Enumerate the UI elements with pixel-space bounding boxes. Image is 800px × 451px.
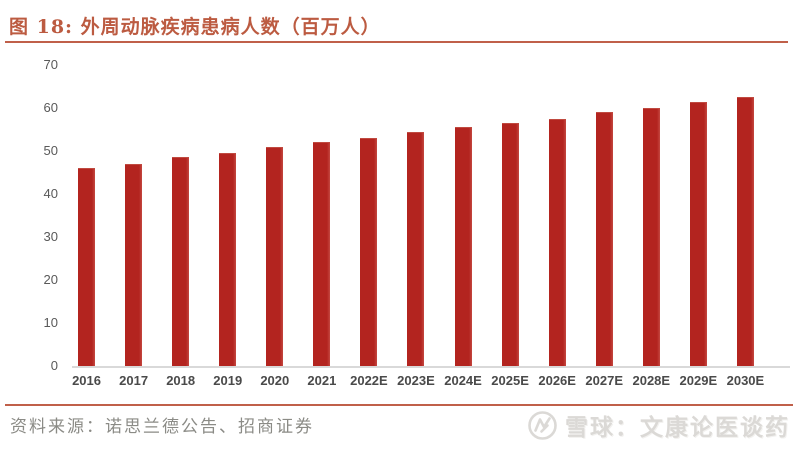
x-tick-label: 2018: [166, 373, 196, 388]
x-tick-label: 2028E: [632, 373, 671, 388]
bar-2029E: [689, 101, 707, 366]
bar-slot: [110, 65, 157, 366]
x-tick-label: 2024E: [444, 373, 482, 388]
y-tick-label: 20: [43, 272, 58, 287]
y-tick-label: 0: [50, 358, 58, 373]
bar-2023E: [407, 131, 425, 366]
footer-divider: [5, 404, 793, 406]
watermark-text: 雪球：文康论医谈药: [565, 414, 790, 441]
x-axis: 2016 2017 2018 2019 2020 2021 2022E 2023E 2024E 2…: [63, 373, 769, 388]
bar-2030E: [736, 97, 754, 366]
bar-2020: [266, 146, 284, 366]
watermark: 雪球：文康论医谈药: [527, 408, 790, 442]
bar-2025E: [501, 123, 519, 366]
y-tick-label: 50: [43, 143, 58, 158]
y-tick-label: 60: [43, 100, 58, 115]
x-tick-label: 2027E: [585, 373, 624, 388]
bar-slot: [675, 65, 722, 366]
bar-slot: [487, 65, 534, 366]
bar-slot: [440, 65, 487, 366]
x-tick-label: 2030E: [726, 373, 765, 388]
y-axis: 0 10 20 30 40 50 60 70: [0, 57, 58, 373]
chart-title: 图 18: 外周动脉疾病患病人数（百万人）: [9, 16, 381, 38]
bar-2017: [125, 163, 143, 366]
bar-slot: [63, 65, 110, 366]
x-tick-label: 2026E: [538, 373, 576, 388]
bar-slot: [392, 65, 439, 366]
bar-slot: [298, 65, 345, 366]
bar-2022E: [360, 138, 378, 366]
title-underline: [5, 41, 788, 43]
x-tick-label: 2016: [72, 373, 101, 388]
bar-2016: [78, 168, 96, 366]
bar-2019: [219, 153, 237, 366]
x-tick-label: 2025E: [491, 373, 529, 388]
bar-2024E: [454, 127, 472, 366]
bar-2027E: [595, 112, 613, 366]
y-tick-label: 30: [43, 229, 58, 244]
x-tick-label: 2023E: [397, 373, 435, 388]
x-tick-label: 2017: [119, 373, 149, 388]
bar-slot: [722, 65, 769, 366]
bar-slot: [345, 65, 392, 366]
bar-2028E: [642, 108, 660, 366]
bar-2021: [313, 142, 331, 366]
x-axis-line: [72, 366, 790, 368]
y-tick-label: 10: [43, 315, 58, 330]
bar-slot: [251, 65, 298, 366]
xueqiu-logo-icon: [527, 410, 558, 441]
bar-slot: [581, 65, 628, 366]
bar-chart-plot-area: [63, 65, 769, 366]
bar-slot: [204, 65, 251, 366]
bar-slot: [157, 65, 204, 366]
x-tick-label: 2022E: [350, 373, 388, 388]
x-tick-label: 2029E: [679, 373, 718, 388]
x-tick-label: 2020: [260, 373, 290, 388]
x-tick-label: 2019: [213, 373, 243, 388]
source-note: 资料来源：诺思兰德公告、招商证券: [10, 417, 314, 437]
y-tick-label: 70: [43, 57, 58, 72]
x-tick-label: 2021: [307, 373, 337, 388]
bar-2026E: [548, 118, 566, 366]
bar-slot: [534, 65, 581, 366]
bar-slot: [628, 65, 675, 366]
bar-2018: [172, 157, 190, 366]
y-tick-label: 40: [43, 186, 58, 201]
